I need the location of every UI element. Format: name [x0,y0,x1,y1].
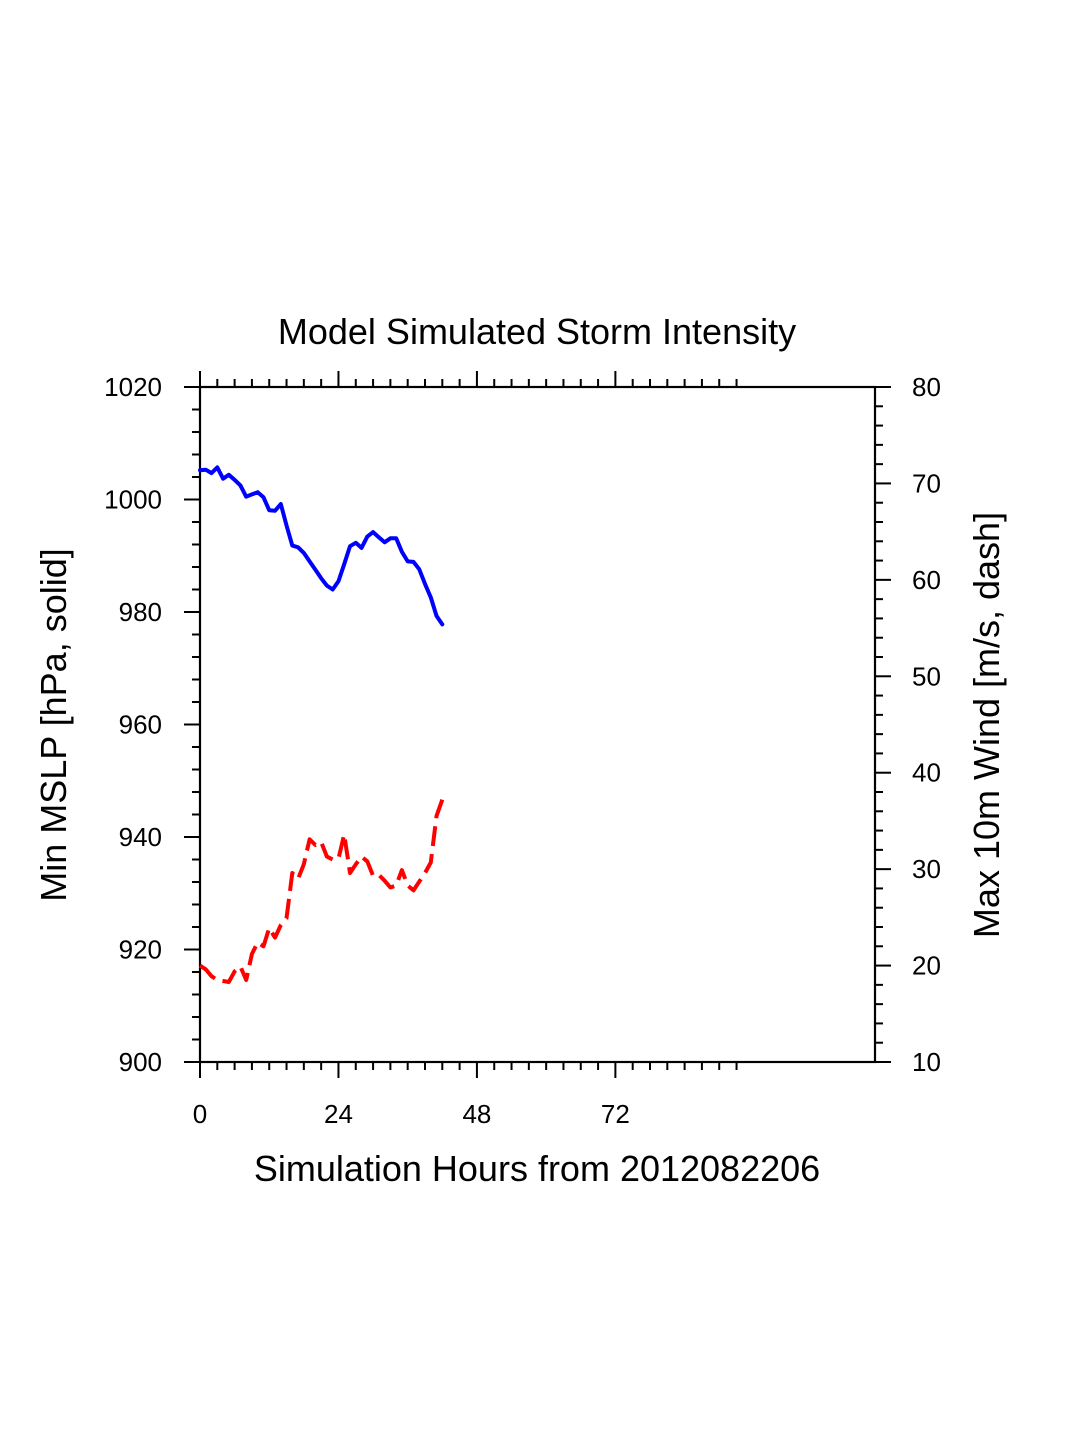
chart-title: Model Simulated Storm Intensity [278,311,796,352]
x-tick-label: 72 [601,1099,630,1129]
x-axis-title: Simulation Hours from 2012082206 [254,1148,820,1189]
y-left-tick-label: 900 [119,1047,162,1077]
y-right-tick-label: 10 [912,1047,941,1077]
y-left-tick-label: 1000 [104,485,162,515]
y-right-tick-label: 70 [912,468,941,498]
y-left-axis-ticks [184,386,200,1063]
x-axis-ticks [199,1062,738,1078]
x-tick-labels: 0 24 48 72 [193,1099,630,1129]
x-tick-label: 24 [324,1099,353,1129]
y-right-axis-ticks [875,386,891,1063]
y-left-tick-label: 960 [119,710,162,740]
y-left-tick-labels: 900 920 940 960 980 1000 1020 [104,372,162,1077]
x-tick-label: 0 [193,1099,207,1129]
y-right-tick-labels: 10 20 30 40 50 60 70 80 [912,372,941,1077]
y-right-tick-label: 20 [912,951,941,981]
y-left-tick-label: 1020 [104,372,162,402]
y-right-axis-title: Max 10m Wind [m/s, dash] [966,512,1007,938]
y-left-tick-label: 940 [119,822,162,852]
y-left-tick-label: 920 [119,935,162,965]
y-left-axis-title: Min MSLP [hPa, solid] [33,548,74,902]
series-group [198,465,445,984]
x-tick-label: 48 [462,1099,491,1129]
y-right-tick-label: 30 [912,854,941,884]
y-right-tick-label: 80 [912,372,941,402]
plot-area [198,385,877,1064]
y-left-tick-label: 980 [119,597,162,627]
y-right-tick-label: 50 [912,661,941,691]
series-line-mslp [198,465,445,627]
plot-frame [198,385,877,1064]
x-axis-top-ticks [199,371,738,387]
y-right-tick-label: 60 [912,565,941,595]
series-line-wind [198,799,445,984]
y-right-tick-label: 40 [912,758,941,788]
